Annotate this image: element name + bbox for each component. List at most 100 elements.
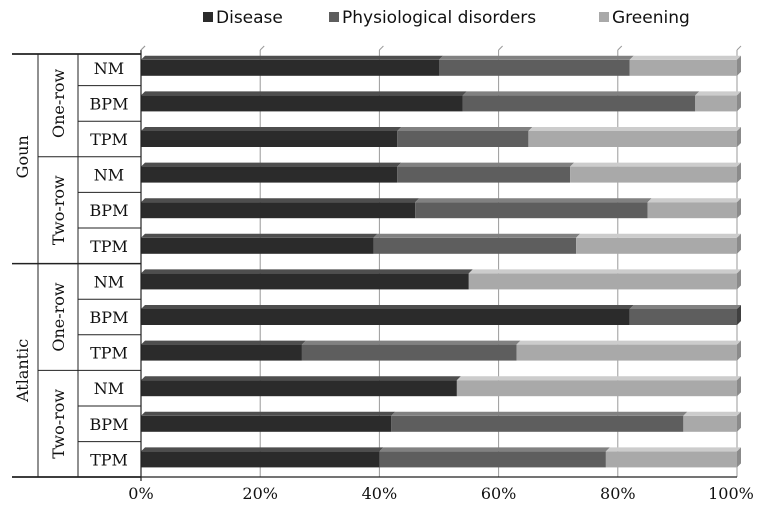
bar-segment-top: [516, 340, 741, 345]
row-label: BPM: [90, 94, 129, 113]
row-label: NM: [94, 272, 124, 291]
x-tick-label: 60%: [481, 484, 517, 503]
bars: [141, 55, 741, 468]
x-tick-label: 0%: [128, 484, 153, 503]
gridline-top: [617, 45, 623, 51]
bar-segment: [141, 380, 457, 397]
axis-depth: [140, 45, 146, 51]
row-label: TPM: [90, 130, 128, 149]
row-label: BPM: [90, 415, 129, 434]
bar-segment-top: [683, 411, 741, 416]
subgroup-label: Two-row: [49, 175, 68, 245]
bar-segment: [141, 95, 463, 112]
bar-end-side: [737, 198, 741, 219]
bar-segment: [629, 59, 737, 76]
bar-segment-top: [141, 305, 634, 309]
bar-segment: [695, 95, 737, 112]
bar-segment: [141, 166, 398, 183]
bar-end-side: [737, 411, 741, 432]
row-label: TPM: [90, 237, 128, 256]
bar-segment: [391, 415, 684, 432]
axes: [12, 45, 737, 481]
bar-segment-top: [570, 162, 741, 167]
bar-segment-top: [605, 447, 741, 452]
bar-segment: [141, 309, 630, 325]
bar-segment-top: [373, 233, 581, 238]
bar-end-side: [737, 269, 741, 290]
bar-segment: [415, 202, 648, 219]
bar-segment: [301, 344, 517, 361]
bar-segment: [141, 344, 302, 361]
bar-segment: [516, 344, 737, 361]
bar-segment-top: [397, 162, 575, 167]
bar-segment: [379, 451, 606, 468]
bar-segment-top: [141, 127, 402, 131]
bar-segment: [629, 309, 737, 325]
bar-segment-top: [141, 411, 396, 416]
bar-segment-top: [468, 269, 741, 274]
bar-segment: [397, 166, 571, 183]
legend-swatch-2: [329, 12, 339, 22]
bar-end-side: [737, 447, 741, 468]
bar-segment: [397, 131, 529, 147]
legend-label-2: Physiological disorders: [342, 8, 536, 28]
bar-segment-top: [141, 447, 384, 452]
x-tick-label: 100%: [708, 484, 754, 503]
bar-segment: [528, 131, 737, 147]
bar-segment: [373, 237, 577, 254]
bar-segment-top: [528, 127, 741, 131]
bar-segment-top: [141, 162, 402, 167]
x-tick-label: 40%: [362, 484, 398, 503]
bar-segment: [468, 273, 737, 290]
bar-segment: [647, 202, 737, 219]
bar-end-side: [737, 376, 741, 397]
legend: Disease Physiological disorders Greening: [203, 8, 690, 28]
x-tick-label: 80%: [600, 484, 636, 503]
bar-segment-top: [141, 91, 467, 96]
category-labels: NM BPM TPM NM BPM TPM NM BPM TPM NM BPM TPM Goun One-…: [13, 59, 128, 470]
bar-segment: [141, 273, 469, 290]
bar-segment-top: [576, 233, 741, 238]
bar-segment: [683, 415, 737, 432]
row-label: BPM: [90, 308, 129, 327]
bar-segment-top: [141, 233, 378, 238]
bar-segment-top: [141, 55, 443, 60]
bar-segment-top: [379, 447, 610, 452]
subgroup-label: Two-row: [49, 389, 68, 459]
bar-segment: [141, 415, 392, 432]
bar-segment-top: [629, 55, 741, 60]
bar-segment: [141, 202, 416, 219]
bar-segment: [456, 380, 737, 397]
bar-segment: [141, 59, 439, 76]
bar-segment-top: [391, 411, 688, 416]
bar-end-side: [737, 127, 741, 147]
legend-label-3: Greening: [612, 8, 690, 28]
bar-end-side: [737, 91, 741, 112]
bar-segment: [462, 95, 696, 112]
bar-segment-top: [456, 376, 741, 381]
legend-swatch-1: [203, 12, 213, 22]
bar-end-side: [737, 233, 741, 254]
bar-segment: [141, 237, 374, 254]
bar-segment-top: [141, 376, 461, 381]
bar-segment-top: [141, 198, 420, 203]
bar-segment-top: [397, 127, 533, 131]
bar-segment-top: [439, 55, 634, 60]
bar-end-side: [737, 162, 741, 183]
row-label: NM: [94, 166, 124, 185]
gridline-top: [379, 45, 384, 51]
bar-segment-top: [415, 198, 652, 203]
bar-segment-top: [647, 198, 741, 203]
group-label: Goun: [13, 135, 32, 178]
bar-segment: [141, 451, 380, 468]
row-label: NM: [94, 379, 124, 398]
bar-end-side: [737, 340, 741, 361]
bar-segment: [576, 237, 737, 254]
group-label: Atlantic: [13, 339, 32, 403]
bar-segment: [605, 451, 737, 468]
row-label: BPM: [90, 201, 129, 220]
legend-label-1: Disease: [216, 8, 283, 28]
gridline-top: [736, 45, 742, 51]
bar-segment-top: [141, 269, 473, 274]
